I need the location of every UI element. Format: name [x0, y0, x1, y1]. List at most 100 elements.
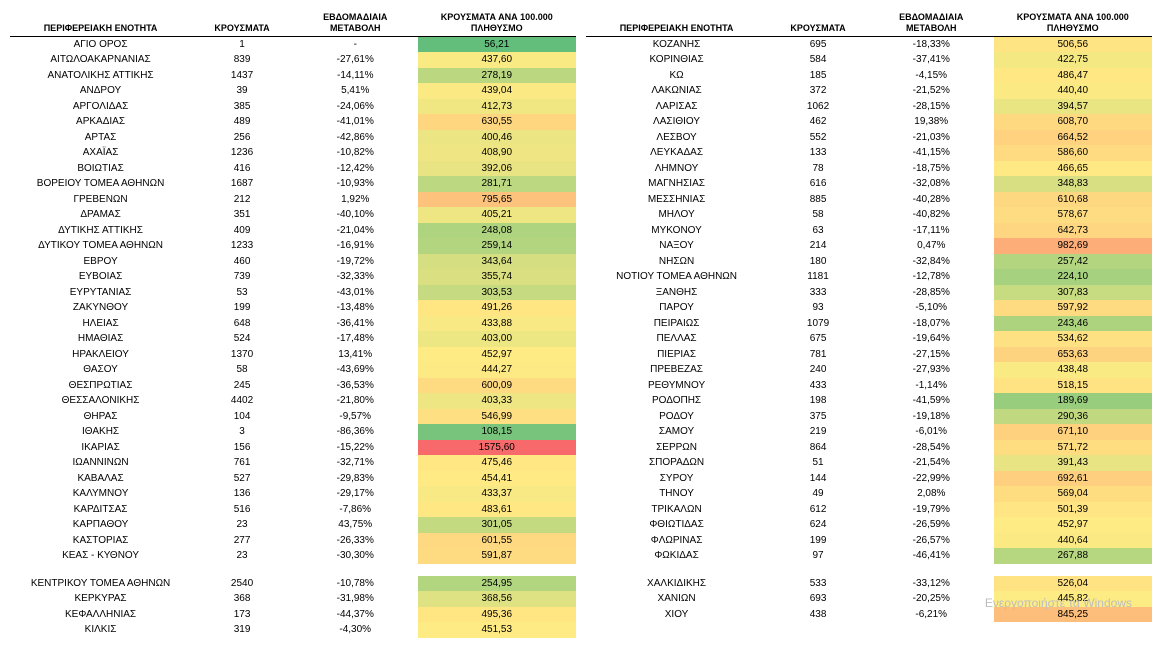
cell-change: -41,59%: [869, 393, 994, 409]
cell-per100k: 501,39: [994, 502, 1153, 518]
cell-per100k: 586,60: [994, 145, 1153, 161]
cell-change: -17,48%: [293, 331, 418, 347]
cell-change: -24,06%: [293, 99, 418, 115]
table-row: ΜΥΚΟΝΟΥ63-17,11%642,73: [586, 223, 1152, 239]
cell-cases: 864: [767, 440, 869, 456]
cell-cases: 97: [767, 548, 869, 564]
cell-change: -16,91%: [293, 238, 418, 254]
cell-cases: 695: [767, 36, 869, 52]
cell-change: 0,47%: [869, 238, 994, 254]
cell-change: -: [293, 36, 418, 52]
cell-region: ΠΡΕΒΕΖΑΣ: [586, 362, 767, 378]
cell-cases: 1079: [767, 316, 869, 332]
cell-per100k: 412,73: [418, 99, 577, 115]
cell-region: ΚΟΡΙΝΘΙΑΣ: [586, 52, 767, 68]
cell-change: -17,11%: [869, 223, 994, 239]
cell-region: ΑΙΤΩΛΟΑΚΑΡΝΑΝΙΑΣ: [10, 52, 191, 68]
cell-region: ΚΑΛΥΜΝΟΥ: [10, 486, 191, 502]
cell-change: -21,54%: [869, 455, 994, 471]
cell-change: -28,15%: [869, 99, 994, 115]
table-row: ΚΙΛΚΙΣ319-4,30%451,53: [10, 622, 576, 638]
cell-region: ΘΕΣΠΡΩΤΙΑΣ: [10, 378, 191, 394]
cell-cases: 133: [767, 145, 869, 161]
cell-change: -18,75%: [869, 161, 994, 177]
header-change: ΕΒΔΟΜΑΔΙΑΙΑ ΜΕΤΑΒΟΛΗ: [869, 10, 994, 36]
table-row: ΧΑΝΙΩΝ693-20,25%445,82: [586, 591, 1152, 607]
cell-region: ΗΜΑΘΙΑΣ: [10, 331, 191, 347]
cell-cases: 368: [191, 591, 293, 607]
cell-per100k: 437,60: [418, 52, 577, 68]
cell-change: -32,08%: [869, 176, 994, 192]
cell-cases: 212: [191, 192, 293, 208]
table-row: ΠΙΕΡΙΑΣ781-27,15%653,63: [586, 347, 1152, 363]
cell-region: ΣΑΜΟΥ: [586, 424, 767, 440]
cell-cases: 1181: [767, 269, 869, 285]
cell-change: -7,86%: [293, 502, 418, 518]
cell-change: -40,28%: [869, 192, 994, 208]
cell-cases: 199: [191, 300, 293, 316]
cell-per100k: 433,37: [418, 486, 577, 502]
table-row: ΝΗΣΩΝ180-32,84%257,42: [586, 254, 1152, 270]
cell-cases: 524: [191, 331, 293, 347]
cell-cases: 761: [191, 455, 293, 471]
cell-cases: 462: [767, 114, 869, 130]
table-row: ΛΕΣΒΟΥ552-21,03%664,52: [586, 130, 1152, 146]
cell-region: ΠΑΡΟΥ: [586, 300, 767, 316]
cell-per100k: 483,61: [418, 502, 577, 518]
cell-cases: 256: [191, 130, 293, 146]
cell-change: -46,41%: [869, 548, 994, 564]
table-row: ΧΙΟΥ438-6,21%845,25: [586, 607, 1152, 623]
cell-per100k: 243,46: [994, 316, 1153, 332]
cell-change: -32,33%: [293, 269, 418, 285]
cell-cases: 693: [767, 591, 869, 607]
cell-region: ΦΛΩΡΙΝΑΣ: [586, 533, 767, 549]
cell-region: ΧΑΝΙΩΝ: [586, 591, 767, 607]
cell-per100k: 591,87: [418, 548, 577, 564]
cell-cases: 63: [767, 223, 869, 239]
table-row: ΑΧΑΪΑΣ1236-10,82%408,90: [10, 145, 576, 161]
cell-cases: 460: [191, 254, 293, 270]
cell-change: -4,15%: [869, 68, 994, 84]
table-container: ΠΕΡΙΦΕΡΕΙΑΚΗ ΕΝΟΤΗΤΑ ΚΡΟΥΣΜΑΤΑ ΕΒΔΟΜΑΔΙΑ…: [10, 10, 1152, 638]
cell-region: ΤΗΝΟΥ: [586, 486, 767, 502]
table-row: ΦΘΙΩΤΙΔΑΣ624-26,59%452,97: [586, 517, 1152, 533]
cell-per100k: 394,57: [994, 99, 1153, 115]
cell-per100k: 664,52: [994, 130, 1153, 146]
cell-change: -36,53%: [293, 378, 418, 394]
cell-cases: 214: [767, 238, 869, 254]
cell-region: ΣΠΟΡΑΔΩΝ: [586, 455, 767, 471]
cell-per100k: 301,05: [418, 517, 577, 533]
cell-per100k: 56,21: [418, 36, 577, 52]
cell-change: -20,25%: [869, 591, 994, 607]
cell-change: -37,41%: [869, 52, 994, 68]
cell-change: 19,38%: [869, 114, 994, 130]
cell-change: -12,42%: [293, 161, 418, 177]
table-row: ΚΑΡΔΙΤΣΑΣ516-7,86%483,61: [10, 502, 576, 518]
table-row: ΔΥΤΙΚΗΣ ΑΤΤΙΚΗΣ409-21,04%248,08: [10, 223, 576, 239]
cell-cases: 1370: [191, 347, 293, 363]
cell-change: -26,59%: [869, 517, 994, 533]
cell-region: ΚΑΡΔΙΤΣΑΣ: [10, 502, 191, 518]
cell-per100k: 452,97: [994, 517, 1153, 533]
table-row: ΦΩΚΙΔΑΣ97-46,41%267,88: [586, 548, 1152, 564]
cell-per100k: 597,92: [994, 300, 1153, 316]
cell-region: ΠΕΙΡΑΙΩΣ: [586, 316, 767, 332]
cell-region: ΣΥΡΟΥ: [586, 471, 767, 487]
cell-region: ΘΕΣΣΑΛΟΝΙΚΗΣ: [10, 393, 191, 409]
cell-change: -29,83%: [293, 471, 418, 487]
cell-per100k: 368,56: [418, 591, 577, 607]
cell-per100k: 466,65: [994, 161, 1153, 177]
cell-change: 43,75%: [293, 517, 418, 533]
cell-region: ΑΡΓΟΛΙΔΑΣ: [10, 99, 191, 115]
left-half: ΠΕΡΙΦΕΡΕΙΑΚΗ ΕΝΟΤΗΤΑ ΚΡΟΥΣΜΑΤΑ ΕΒΔΟΜΑΔΙΑ…: [10, 10, 576, 638]
cell-per100k: 653,63: [994, 347, 1153, 363]
cell-per100k: 445,82: [994, 591, 1153, 607]
cell-per100k: 630,55: [418, 114, 577, 130]
table-row: ΜΗΛΟΥ58-40,82%578,67: [586, 207, 1152, 223]
cell-per100k: 267,88: [994, 548, 1153, 564]
cell-region: ΚΑΒΑΛΑΣ: [10, 471, 191, 487]
cell-region: ΞΑΝΘΗΣ: [586, 285, 767, 301]
cell-region: ΒΟΡΕΙΟΥ ΤΟΜΕΑ ΑΘΗΝΩΝ: [10, 176, 191, 192]
cell-change: 1,92%: [293, 192, 418, 208]
cell-per100k: 391,43: [994, 455, 1153, 471]
